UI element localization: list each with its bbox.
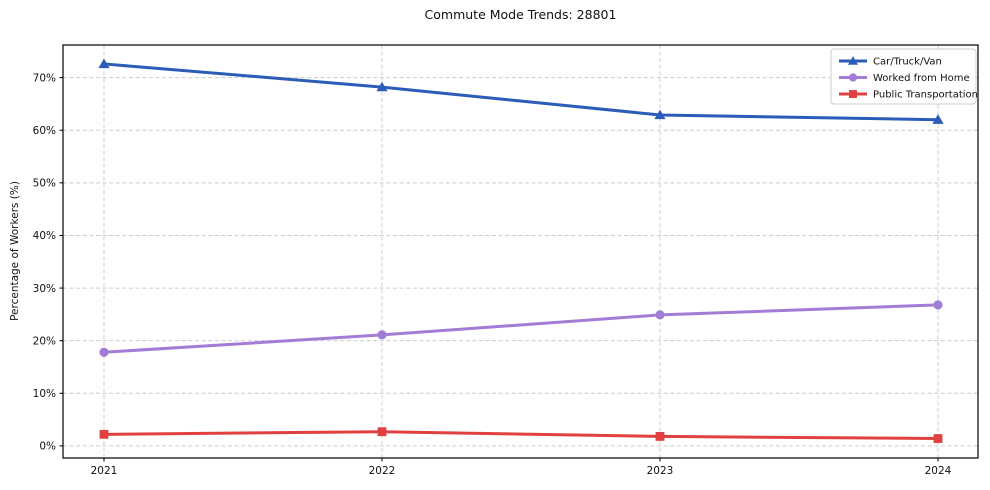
series-line — [102, 303, 940, 354]
circle-marker — [933, 300, 943, 310]
triangle-marker — [654, 109, 666, 120]
triangle-marker — [847, 56, 859, 65]
x-tick-label: 2021 — [91, 465, 118, 477]
plot-frame — [62, 44, 979, 459]
circle-marker — [655, 310, 665, 320]
y-axis-label: Percentage of Workers (%) — [9, 181, 21, 321]
series-line — [102, 430, 940, 441]
y-tick-label: 70% — [33, 72, 56, 84]
circle-marker — [377, 330, 387, 340]
y-tick-label: 30% — [33, 283, 56, 295]
legend-label-car-truck-van: Car/Truck/Van — [873, 57, 942, 68]
x-tick-label: 2024 — [925, 465, 952, 477]
triangle-marker — [98, 58, 110, 69]
y-tick-label: 50% — [33, 178, 56, 190]
circle-marker — [99, 347, 109, 357]
legend: Car/Truck/Van Worked from Home Public Tran… — [830, 48, 978, 105]
square-marker — [99, 429, 109, 439]
legend-label-public-transportation: Public Transportation — [873, 90, 978, 101]
square-marker — [849, 90, 857, 98]
series-line — [102, 62, 940, 122]
series-worked-from-home — [99, 300, 943, 357]
triangle-marker — [376, 81, 388, 92]
series-public-transportation — [99, 427, 943, 443]
square-marker — [377, 427, 387, 437]
legend-box — [830, 48, 977, 105]
square-marker — [933, 434, 943, 443]
legend-label-worked-from-home: Worked from Home — [873, 73, 970, 84]
y-tick-label: 10% — [33, 388, 56, 400]
x-tick-label: 2022 — [369, 465, 396, 477]
y-tick-label: 60% — [33, 125, 56, 137]
gridlines — [63, 45, 978, 458]
axis-ticks: 0% 10% 20% 30% 40% 50% 60% 70% 2021 2022 2023 2024 — [33, 72, 952, 477]
chart-title: Commute Mode Trends: 28801 — [424, 7, 617, 22]
triangle-marker — [932, 114, 944, 124]
x-tick-label: 2023 — [647, 465, 674, 477]
y-tick-label: 0% — [39, 441, 56, 453]
circle-marker — [848, 73, 858, 82]
series-car-truck-van — [98, 58, 944, 124]
y-tick-label: 40% — [33, 230, 56, 242]
y-tick-label: 20% — [33, 335, 56, 347]
square-marker — [655, 432, 665, 441]
